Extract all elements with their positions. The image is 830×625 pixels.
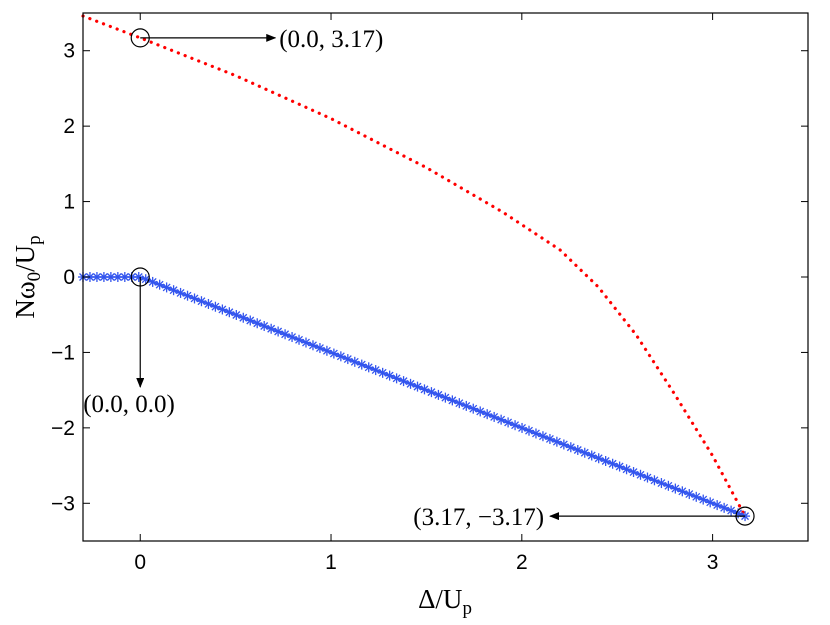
x-tick-label: 1: [325, 551, 337, 574]
x-axis-label: Δ/Up: [418, 584, 472, 619]
y-tick-label: 1: [63, 191, 75, 214]
y-tick-label: 3: [63, 40, 75, 63]
plot-frame: [82, 12, 809, 542]
annotations: (0.0, 3.17) (0.0, 0.0) (3.17, −3.17): [83, 26, 755, 531]
axis-ticks: 0 1 2 3 −3 −2 −1 0 1 2 3: [51, 13, 808, 574]
series-1-point: [112, 272, 123, 282]
annotation-label: (3.17, −3.17): [413, 504, 544, 531]
y-axis-label: Nω0/Up: [10, 235, 45, 318]
y-tick-label: −2: [51, 417, 75, 440]
series-1-markers: [78, 272, 751, 522]
y-tick-label: −1: [51, 341, 75, 364]
annotation-1: (0.0, 0.0): [83, 267, 175, 418]
annotation-0: (0.0, 3.17): [130, 26, 383, 53]
x-tick-label: 0: [134, 551, 146, 574]
annotation-label: (0.0, 0.0): [83, 391, 175, 418]
series-1-point: [649, 475, 660, 486]
y-tick-label: 2: [63, 115, 75, 138]
x-tick-label: 2: [516, 551, 528, 574]
x-tick-label: 3: [707, 551, 719, 574]
annotation-label: (0.0, 3.17): [279, 26, 383, 53]
y-tick-label: −3: [51, 492, 75, 515]
series-1-point: [133, 272, 144, 282]
annotation-2: (3.17, −3.17): [413, 504, 755, 531]
y-tick-label: 0: [63, 266, 75, 289]
series-0-line: [81, 14, 747, 518]
series-1-line: [83, 276, 746, 517]
series-1-point: [489, 411, 500, 422]
plot-content: [78, 14, 751, 522]
